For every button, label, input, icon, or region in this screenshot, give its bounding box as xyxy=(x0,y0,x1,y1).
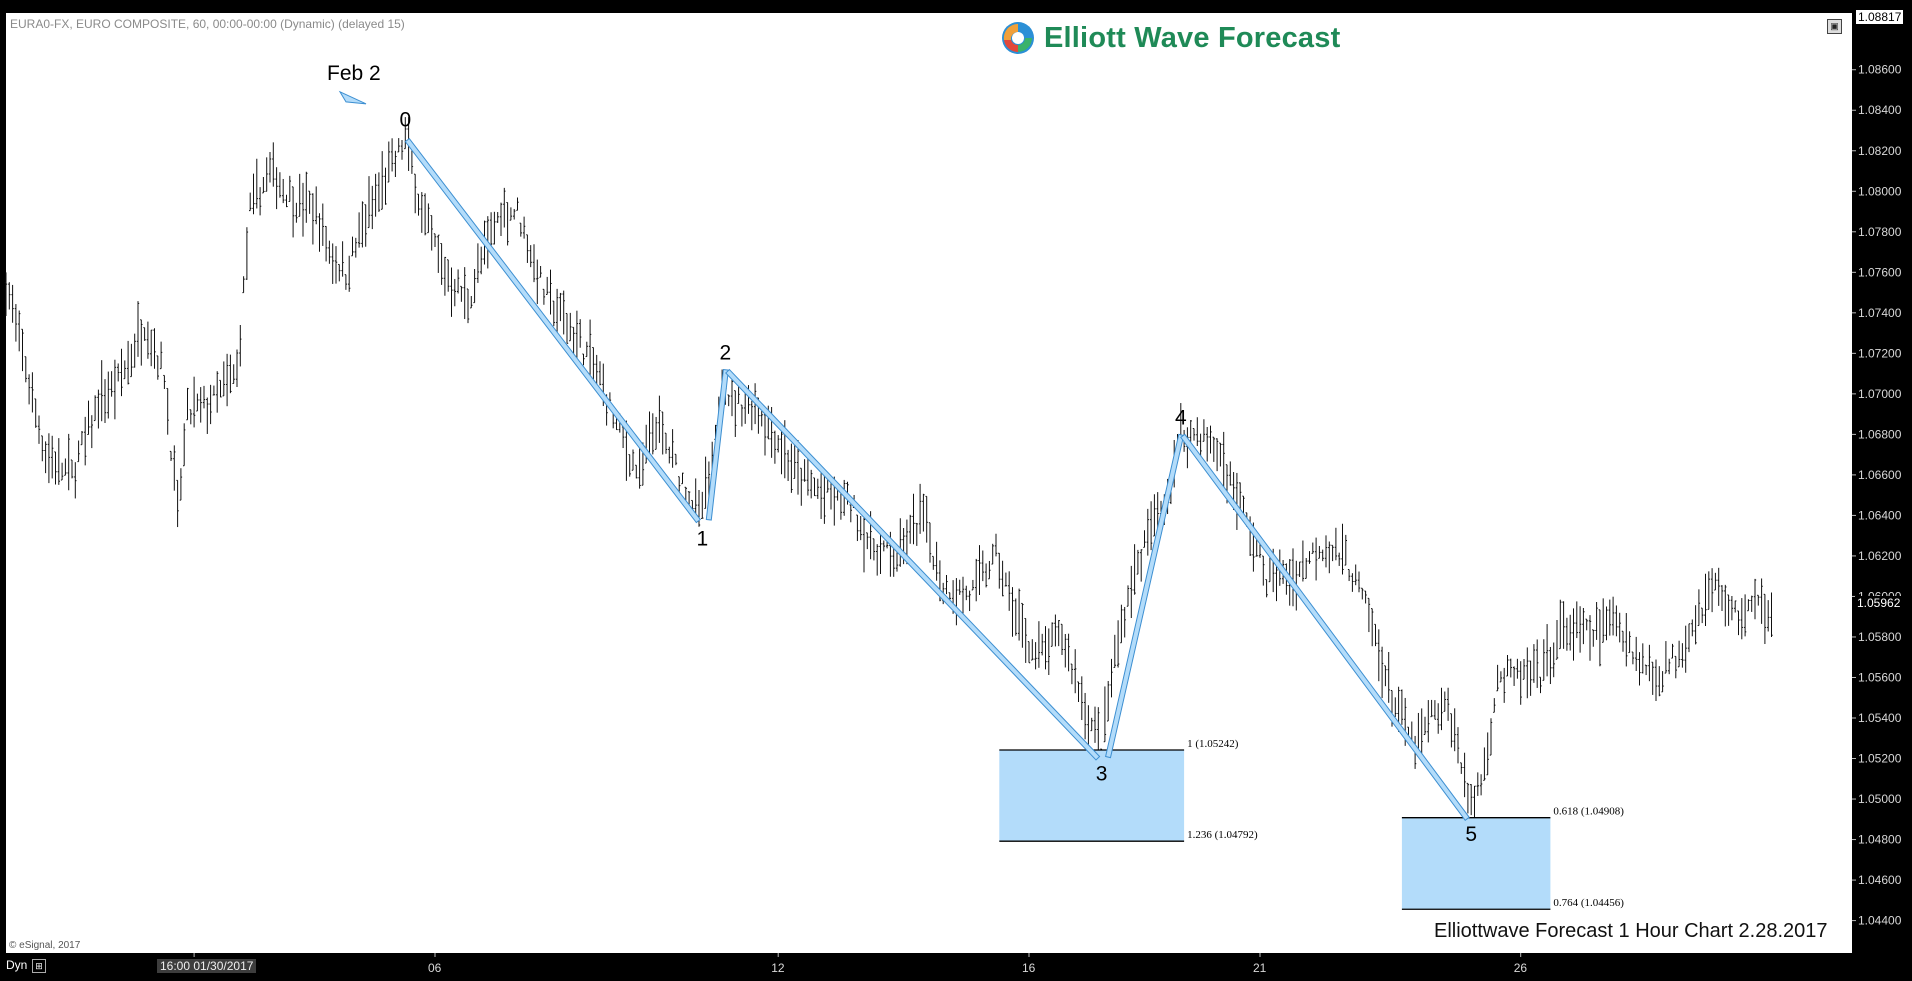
wave-labels: 0 1 2 3 4 5 Feb 2 xyxy=(327,62,1477,846)
target-bottom-label: 1.236 (1.04792) xyxy=(1187,829,1258,841)
y-tick-label: 1.08200 xyxy=(1858,144,1902,158)
y-tick-label: 1.06200 xyxy=(1858,549,1902,563)
target-top-label: 1 (1.05242) xyxy=(1187,738,1239,750)
y-tick-label: 1.07400 xyxy=(1858,306,1902,320)
dyn-toggle-button[interactable]: ⊞ xyxy=(32,959,46,973)
y-tick-label: 1.07000 xyxy=(1858,387,1902,401)
target-top-label: 0.618 (1.04908) xyxy=(1553,806,1624,818)
target-bottom-label: 0.764 (1.04456) xyxy=(1553,897,1624,909)
plot-area[interactable] xyxy=(6,13,1852,953)
y-tick-label: 1.05000 xyxy=(1858,792,1902,806)
y-tick-label: 1.07600 xyxy=(1858,265,1902,279)
symbol-info: EURA0-FX, EURO COMPOSITE, 60, 00:00-00:0… xyxy=(10,17,405,31)
date-note: Feb 2 xyxy=(327,62,381,85)
y-axis-panel xyxy=(1852,0,1912,981)
wave-leg xyxy=(725,368,1101,761)
brand-logo: Elliott Wave Forecast xyxy=(1000,20,1340,56)
wave-leg xyxy=(705,368,729,521)
x-tick-label: 26 xyxy=(1514,961,1528,975)
y-tick-label: 1.05200 xyxy=(1858,752,1902,766)
copyright-text: © eSignal, 2017 xyxy=(9,940,81,951)
y-tick-label: 1.07800 xyxy=(1858,225,1902,239)
high-price-tag: 1.08817 xyxy=(1855,9,1905,25)
chart-caption: Elliottwave Forecast 1 Hour Chart 2.28.2… xyxy=(1434,920,1828,942)
x-tick-label: 12 xyxy=(771,961,785,975)
x-axis: Feb0612162126 xyxy=(187,953,1527,975)
y-tick-label: 1.06800 xyxy=(1858,427,1902,441)
y-axis: 1.08600 1.08400 1.08200 1.08000 1.07800 1.076… xyxy=(1852,0,1912,981)
wave-leg xyxy=(1105,433,1185,759)
y-tick-label: 1.08400 xyxy=(1858,103,1902,117)
dyn-label: Dyn xyxy=(6,958,28,972)
target-zone xyxy=(999,750,1185,842)
wave-channel xyxy=(338,90,1470,821)
y-tick-label: 1.08600 xyxy=(1858,63,1902,77)
brand-name: Elliott Wave Forecast xyxy=(1044,21,1341,54)
y-tick-label: 1.07200 xyxy=(1858,346,1902,360)
last-price-tag: 1.05962 xyxy=(1855,596,1903,611)
brand-globe-icon xyxy=(1002,22,1034,54)
date-pointer-icon xyxy=(338,90,367,105)
y-tick-label: 1.04800 xyxy=(1858,833,1902,847)
y-tick-label: 1.04400 xyxy=(1858,914,1902,928)
y-tick-label: 1.06400 xyxy=(1858,508,1902,522)
y-tick-label: 1.06600 xyxy=(1858,468,1902,482)
wave-label: 1 xyxy=(696,527,708,550)
y-tick-label: 1.05600 xyxy=(1858,670,1902,684)
x-tick-label: 21 xyxy=(1253,961,1267,975)
wave-label: 5 xyxy=(1465,823,1477,846)
y-tick-label: 1.05800 xyxy=(1858,630,1902,644)
wave-label: 4 xyxy=(1175,406,1187,429)
target-boxes: 1 (1.05242) 1.236 (1.04792) 0.618 (1.04908… xyxy=(999,738,1624,910)
y-tick-label: 1.04600 xyxy=(1858,873,1902,887)
x-tick-label: 16 xyxy=(1022,961,1036,975)
y-tick-label: 1.05400 xyxy=(1858,711,1902,725)
x-tick-label: 06 xyxy=(428,961,442,975)
wave-leg xyxy=(1180,433,1470,821)
wave-label: 0 xyxy=(399,109,411,132)
y-tick-label: 1.08000 xyxy=(1858,184,1902,198)
cursor-date-label: 16:00 01/30/2017 xyxy=(157,959,257,973)
wave-label: 2 xyxy=(720,342,732,365)
maximize-icon[interactable]: ▣ xyxy=(1827,19,1842,34)
target-zone xyxy=(1401,817,1551,910)
ohlc-bars xyxy=(4,117,1773,817)
wave-leg xyxy=(404,137,702,524)
wave-label: 3 xyxy=(1096,762,1108,785)
